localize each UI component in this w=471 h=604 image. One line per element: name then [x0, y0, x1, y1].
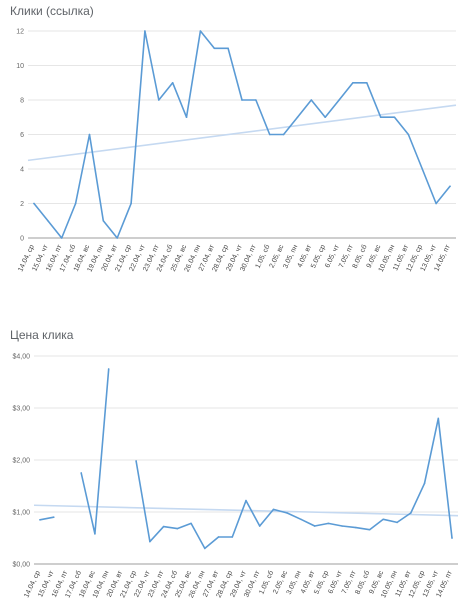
y-tick-label: 6: [20, 132, 24, 139]
data-point: [185, 116, 188, 119]
y-tick-label: 10: [16, 63, 24, 70]
data-point: [74, 202, 77, 205]
chart-title: Цена клика: [10, 328, 74, 342]
data-point: [341, 525, 343, 527]
y-tick-label: $1,00: [12, 510, 30, 517]
y-tick-label: 0: [20, 236, 24, 243]
data-point: [80, 472, 82, 474]
clicks-chart: Клики (ссылка) 0 2 4 6 8 10 12 14.04, ср 15.04, …: [0, 0, 471, 300]
y-tick-label: 2: [20, 201, 24, 208]
data-point: [258, 525, 261, 527]
data-point: [324, 116, 327, 119]
data-point: [241, 99, 243, 101]
data-point: [296, 116, 299, 119]
data-point: [268, 133, 271, 136]
data-point: [47, 219, 49, 222]
data-point: [410, 512, 412, 514]
y-tick-label: $4,00: [12, 354, 30, 361]
data-point: [423, 482, 426, 485]
data-point: [437, 417, 440, 420]
data-point: [213, 47, 216, 50]
data-point: [451, 537, 453, 539]
y-tick-label: $3,00: [12, 406, 30, 413]
data-point: [255, 99, 257, 101]
y-tick-label: 4: [20, 167, 24, 174]
data-point: [190, 522, 192, 525]
data-point: [199, 30, 202, 32]
data-point: [396, 521, 398, 524]
cost-per-click-chart: Цена клика $0,00 $1,00 $2,00 $3,00 $4,00 14.0…: [0, 324, 471, 604]
trendline: [33, 504, 459, 517]
data-point: [162, 525, 165, 528]
data-point: [310, 99, 313, 101]
data-point: [407, 133, 410, 136]
data-point: [286, 512, 289, 514]
data-point: [327, 522, 330, 525]
data-point: [355, 526, 357, 529]
data-point: [33, 202, 35, 205]
data-point: [116, 237, 118, 239]
chart-title: Клики (ссылка): [10, 4, 94, 18]
data-point: [366, 81, 368, 84]
data-point: [88, 133, 91, 136]
data-point: [144, 30, 146, 32]
data-point: [231, 536, 234, 538]
data-point: [272, 508, 275, 511]
data-point: [176, 527, 179, 530]
y-tick-label: $0,00: [12, 562, 30, 569]
data-point: [94, 533, 96, 535]
data-point: [382, 518, 385, 521]
data-point: [245, 499, 247, 502]
data-point: [421, 168, 424, 170]
data-point: [107, 368, 110, 370]
data-point: [282, 133, 285, 136]
data-point: [368, 528, 371, 531]
data-point: [313, 525, 316, 527]
data-point: [135, 460, 137, 462]
data-point: [435, 202, 437, 205]
y-tick-label: 12: [16, 29, 24, 36]
data-point: [217, 536, 220, 538]
data-point: [338, 99, 340, 101]
data-point: [300, 518, 302, 521]
data-point: [60, 237, 63, 239]
data-point: [449, 185, 451, 188]
series-line: [39, 368, 453, 550]
data-point: [227, 47, 229, 50]
data-point: [158, 99, 160, 101]
y-tick-label: $2,00: [12, 458, 30, 465]
data-point: [379, 116, 382, 119]
data-point: [149, 540, 151, 543]
data-point: [204, 547, 206, 550]
data-point: [52, 516, 55, 518]
trendline: [27, 104, 457, 162]
data-point: [393, 116, 396, 119]
data-point: [102, 219, 105, 222]
data-point: [130, 202, 132, 205]
data-point: [171, 81, 174, 84]
data-point: [352, 81, 354, 84]
y-tick-label: 8: [20, 98, 24, 105]
data-point: [39, 519, 41, 521]
